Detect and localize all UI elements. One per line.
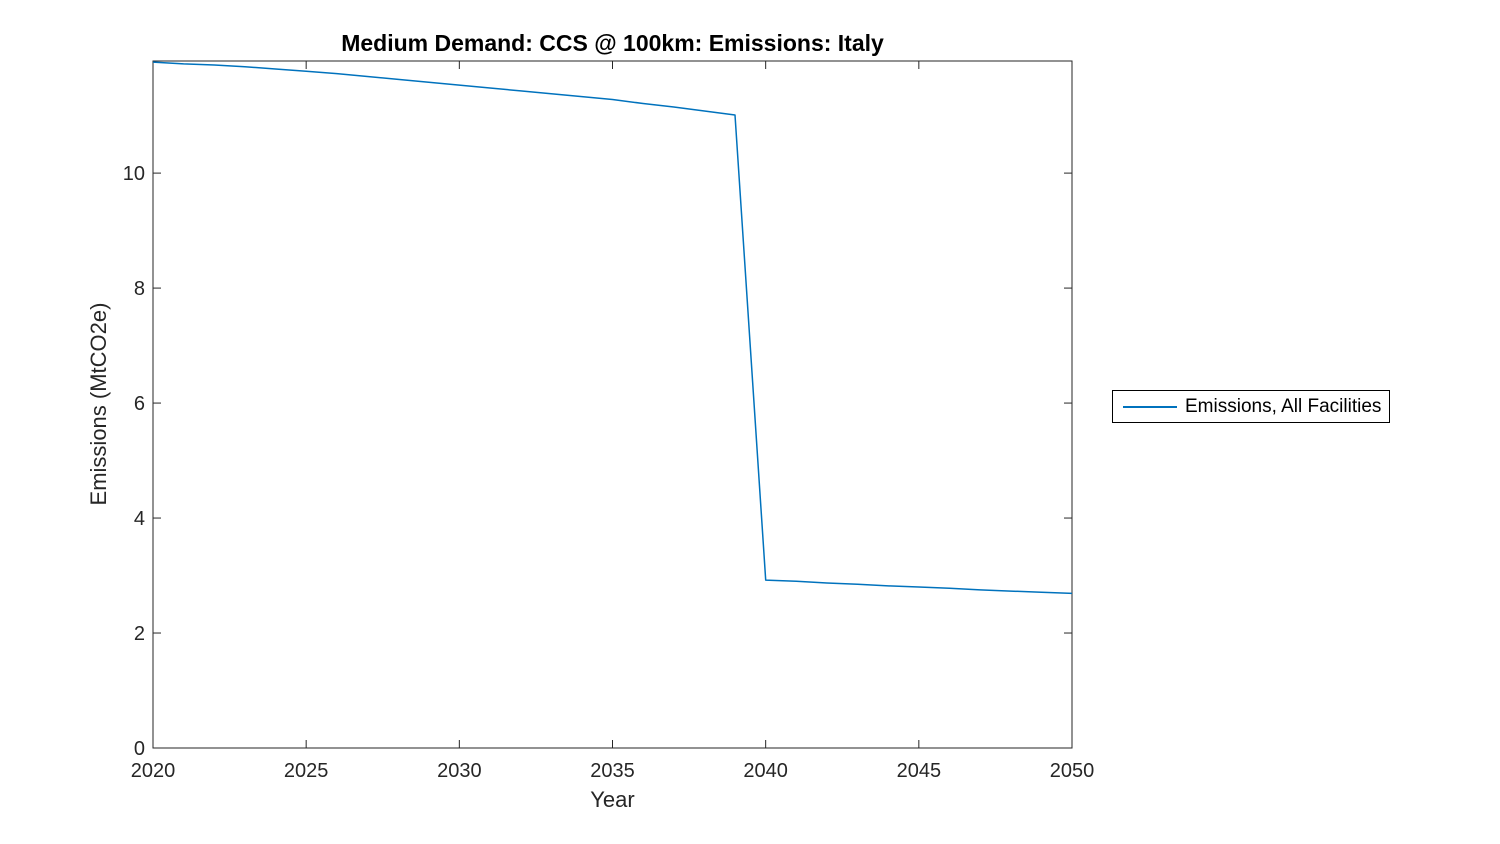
svg-text:0: 0 <box>134 738 145 760</box>
svg-text:2030: 2030 <box>437 760 482 782</box>
x-axis-label: Year <box>590 787 635 812</box>
svg-text:2050: 2050 <box>1050 760 1095 782</box>
svg-text:2040: 2040 <box>743 760 788 782</box>
svg-text:2025: 2025 <box>284 760 329 782</box>
x-ticks: 2020 2025 2030 2035 2040 2045 2050 <box>131 61 1095 782</box>
svg-text:6: 6 <box>134 393 145 415</box>
svg-text:8: 8 <box>134 278 145 300</box>
legend-line-sample <box>1123 405 1177 408</box>
svg-text:2020: 2020 <box>131 760 176 782</box>
svg-text:2035: 2035 <box>590 760 635 782</box>
legend-entry-label: Emissions, All Facilities <box>1185 395 1382 417</box>
chart-title: Medium Demand: CCS @ 100km: Emissions: I… <box>341 30 884 56</box>
legend-box: Emissions, All Facilities <box>1112 390 1390 423</box>
svg-text:4: 4 <box>134 508 145 530</box>
svg-text:10: 10 <box>123 163 145 185</box>
axes-box <box>152 60 1073 749</box>
y-ticks: 0 2 4 6 8 10 <box>123 163 1072 760</box>
series-line-0 <box>152 61 1073 595</box>
svg-text:2045: 2045 <box>897 760 942 782</box>
y-axis-label: Emissions (MtCO2e) <box>86 302 111 506</box>
svg-text:2: 2 <box>134 623 145 645</box>
